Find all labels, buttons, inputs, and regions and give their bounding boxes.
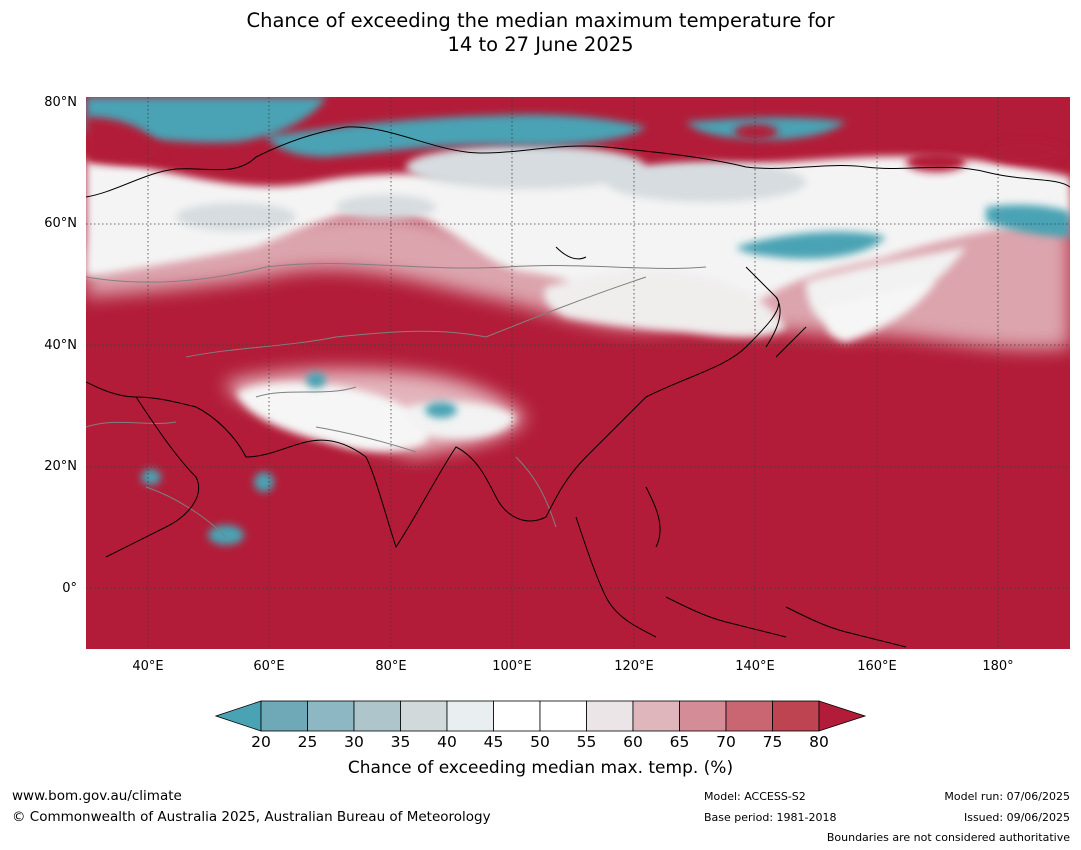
colorbar-box xyxy=(772,700,820,732)
colorbar-extend-low xyxy=(215,700,262,732)
map-title: Chance of exceeding the median maximum t… xyxy=(0,9,1081,57)
colorbar-tick-label: 50 xyxy=(530,733,550,751)
colorbar-tick-label: 40 xyxy=(437,733,457,751)
coastlines xyxy=(86,126,1070,648)
colorbar-tick-label: 35 xyxy=(390,733,411,751)
colorbar-box xyxy=(446,700,494,732)
lat-label-60n: 60°N xyxy=(44,216,77,231)
colorbar-tick-label: 80 xyxy=(809,733,829,751)
colorbar-label: Chance of exceeding median max. temp. (%… xyxy=(347,758,734,778)
colorbar-tick-label: 25 xyxy=(297,733,318,751)
colorbar xyxy=(215,700,867,732)
colorbar-box xyxy=(493,700,541,732)
copyright-text: © Commonwealth of Australia 2025, Austra… xyxy=(12,809,491,825)
map-canvas xyxy=(86,97,1070,649)
colorbar-tick-label: 55 xyxy=(576,733,597,751)
model-run-text: Model run: 07/06/2025 xyxy=(944,790,1070,803)
colorbar-box xyxy=(586,700,634,732)
colorbar-boxes xyxy=(215,700,867,732)
colorbar-tick-label: 60 xyxy=(623,733,643,751)
website-text: www.bom.gov.au/climate xyxy=(12,788,182,804)
colorbar-tick-label: 75 xyxy=(762,733,783,751)
colorbar-tick-label: 45 xyxy=(483,733,504,751)
lon-label-180: 180° xyxy=(982,659,1014,674)
probability-map xyxy=(86,97,1070,649)
graticule xyxy=(86,97,1070,649)
colorbar-tick-label: 70 xyxy=(716,733,736,751)
colorbar-box xyxy=(260,700,308,732)
lat-label-20n: 20°N xyxy=(44,459,77,474)
lat-label-80n: 80°N xyxy=(44,95,77,110)
colorbar-box xyxy=(539,700,587,732)
lat-label-40n: 40°N xyxy=(44,338,77,353)
colorbar-box xyxy=(632,700,680,732)
lon-label-80e: 80°E xyxy=(375,659,407,674)
disclaimer-text: Boundaries are not considered authoritat… xyxy=(826,831,1070,844)
lon-label-160e: 160°E xyxy=(857,659,897,674)
lon-label-40e: 40°E xyxy=(132,659,164,674)
issued-text: Issued: 09/06/2025 xyxy=(963,811,1070,824)
colorbar-box xyxy=(725,700,773,732)
colorbar-tick-label: 65 xyxy=(669,733,690,751)
colorbar-box xyxy=(353,700,401,732)
title-line-1: Chance of exceeding the median maximum t… xyxy=(246,9,835,32)
model-text: Model: ACCESS-S2 xyxy=(704,790,806,803)
lon-label-100e: 100°E xyxy=(492,659,532,674)
base-period-text: Base period: 1981-2018 xyxy=(704,811,837,824)
colorbar-box xyxy=(400,700,448,732)
title-line-2: 14 to 27 June 2025 xyxy=(447,33,634,56)
colorbar-tick-label: 20 xyxy=(251,733,271,751)
colorbar-box xyxy=(679,700,727,732)
colorbar-extend-high xyxy=(818,700,867,732)
neutral-zone xyxy=(86,156,1070,452)
lon-label-140e: 140°E xyxy=(735,659,775,674)
lon-label-120e: 120°E xyxy=(614,659,654,674)
warm-patches xyxy=(86,117,1066,172)
lon-label-60e: 60°E xyxy=(253,659,285,674)
colorbar-tick-label: 30 xyxy=(344,733,364,751)
colorbar-box xyxy=(307,700,355,732)
lat-label-0: 0° xyxy=(62,581,77,596)
